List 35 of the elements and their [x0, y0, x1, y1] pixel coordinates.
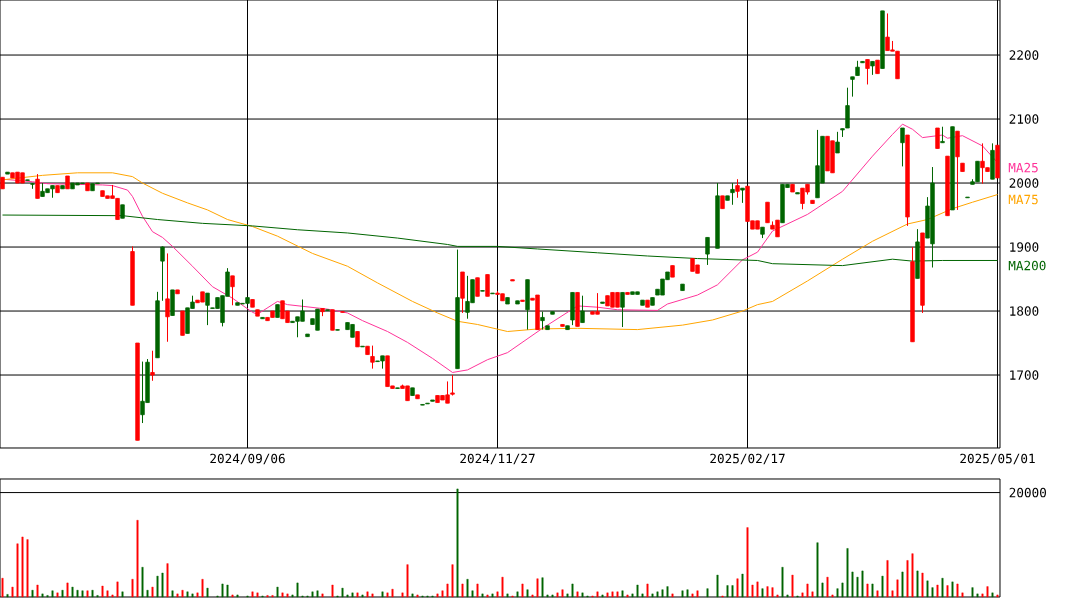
candlestick: [35, 173, 40, 199]
candlestick: [850, 76, 855, 98]
series-label: MA25: [1008, 162, 1038, 173]
candlestick: [205, 292, 210, 326]
candlestick: [935, 127, 940, 149]
candlestick: [620, 291, 625, 328]
candlestick: [485, 274, 490, 297]
candlestick: [765, 201, 770, 224]
candlestick: [370, 345, 375, 370]
series-label: MA75: [1008, 194, 1038, 205]
x-tick-label: 2024/09/06: [210, 453, 285, 465]
candlestick: [580, 295, 585, 324]
y-tick-label: 2000: [1009, 178, 1039, 188]
candlestick: [160, 245, 165, 302]
y-tick-label: 2200: [1009, 50, 1039, 60]
line-series: [2, 172, 998, 333]
y-tick-label: 1800: [1010, 306, 1039, 316]
candlestick: [165, 252, 170, 343]
candlestick: [330, 309, 335, 331]
y-tick-label: 1700: [1010, 370, 1039, 380]
candlestick: [230, 275, 235, 306]
series-label: MA200: [1008, 260, 1046, 271]
candlestick: [865, 59, 870, 85]
x-tick-label: 2024/11/27: [460, 453, 535, 465]
y-tick-label: 2100: [1009, 114, 1039, 124]
candlestick: [475, 277, 480, 297]
candlestick: [900, 127, 905, 167]
y-tick-label: 20000: [1009, 487, 1046, 498]
x-tick-label: 2025/02/17: [710, 453, 785, 465]
candlestick: [735, 178, 740, 199]
candlestick: [150, 350, 155, 382]
candlestick: [730, 182, 735, 206]
candlestick: [835, 131, 840, 154]
x-tick-label: 2025/05/01: [960, 453, 1035, 465]
y-tick-label: 1900: [1010, 242, 1039, 252]
